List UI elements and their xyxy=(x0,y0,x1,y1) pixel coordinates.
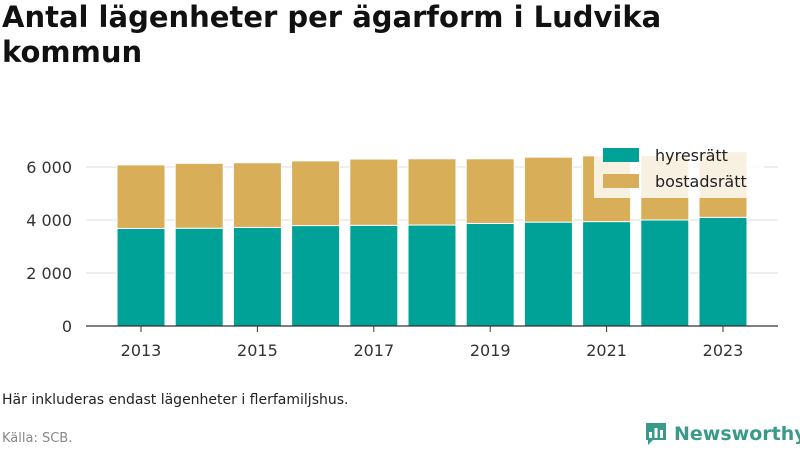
legend: hyresrätt bostadsrätt xyxy=(594,138,764,198)
x-tick-label: 2021 xyxy=(586,341,627,360)
legend-swatch-bostadsrätt xyxy=(603,174,639,188)
brand: Newsworthy xyxy=(644,420,800,448)
x-tick-label: 2015 xyxy=(237,341,278,360)
x-tick-label: 2017 xyxy=(353,341,394,360)
axes: 0 2 000 4 000 6 000 2013 2015 2017 2019 2021 2023 xyxy=(26,158,778,360)
bar-bostadsrätt-2013 xyxy=(116,164,166,229)
bar-hyresrätt-2016 xyxy=(291,225,341,327)
newsworthy-logo-icon xyxy=(646,423,666,445)
bar-hyresrätt-2021 xyxy=(582,221,632,327)
bar-bostadsrätt-2018 xyxy=(407,158,457,226)
chart-title: Antal lägenheter per ägarform i Ludvika … xyxy=(2,0,662,69)
bar-hyresrätt-2022 xyxy=(640,219,690,327)
bar-bostadsrätt-2015 xyxy=(232,162,282,228)
bar-hyresrätt-2015 xyxy=(232,226,282,327)
source-text: Källa: SCB. xyxy=(2,431,73,446)
bars xyxy=(116,151,748,327)
bar-bostadsrätt-2017 xyxy=(349,158,399,226)
legend-label-bostadsrätt: bostadsrätt xyxy=(655,172,747,191)
legend-label-hyresrätt: hyresrätt xyxy=(655,146,728,165)
brand-name: Newsworthy xyxy=(674,423,800,445)
x-tick-label: 2013 xyxy=(121,341,162,360)
bar-hyresrätt-2014 xyxy=(174,227,224,327)
bar-hyresrätt-2017 xyxy=(349,224,399,327)
bar-hyresrätt-2013 xyxy=(116,227,166,327)
bar-bostadsrätt-2020 xyxy=(523,156,573,223)
x-tick-label: 2019 xyxy=(470,341,511,360)
y-tick-label: 4 000 xyxy=(26,211,72,230)
bar-bostadsrätt-2019 xyxy=(465,158,515,224)
bar-hyresrätt-2020 xyxy=(523,221,573,327)
bar-hyresrätt-2018 xyxy=(407,224,457,327)
bar-hyresrätt-2023 xyxy=(698,216,748,327)
bar-hyresrätt-2019 xyxy=(465,222,515,327)
bar-bostadsrätt-2016 xyxy=(291,160,341,227)
y-tick-label: 2 000 xyxy=(26,264,72,283)
x-tick-label: 2023 xyxy=(703,341,744,360)
y-tick-label: 0 xyxy=(62,317,72,336)
footnote: Här inkluderas endast lägenheter i flerf… xyxy=(2,392,349,408)
legend-swatch-hyresrätt xyxy=(603,148,639,162)
y-tick-label: 6 000 xyxy=(26,158,72,177)
bar-bostadsrätt-2014 xyxy=(174,162,224,229)
